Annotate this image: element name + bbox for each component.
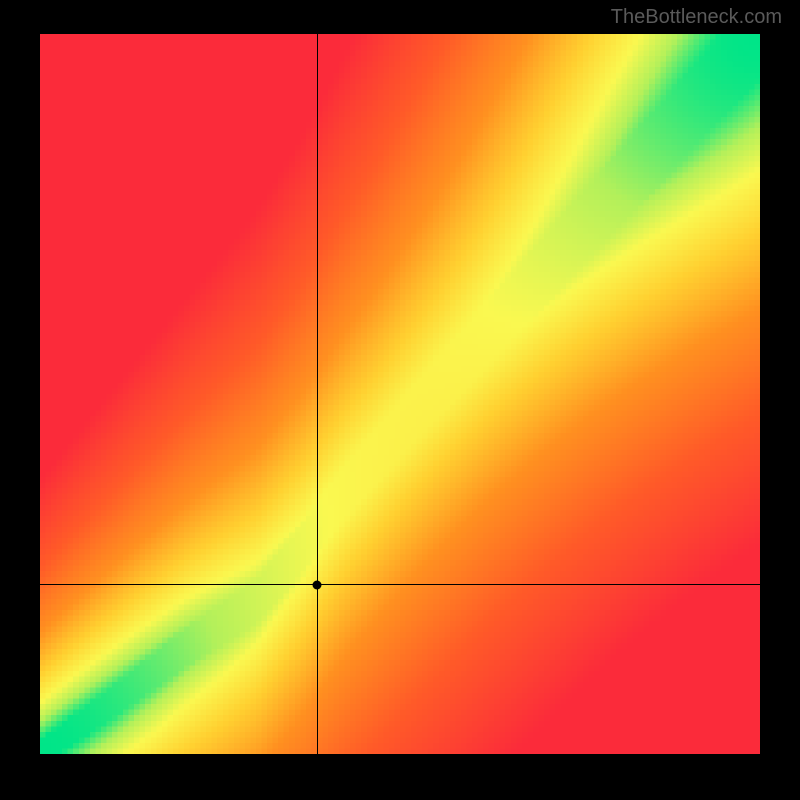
chart-container: TheBottleneck.com: [0, 0, 800, 800]
marker-dot: [313, 580, 322, 589]
watermark-text: TheBottleneck.com: [611, 6, 782, 29]
heatmap-canvas: [40, 34, 760, 754]
crosshair-vertical: [317, 34, 318, 754]
plot-area: [40, 34, 760, 754]
crosshair-horizontal: [40, 584, 760, 585]
